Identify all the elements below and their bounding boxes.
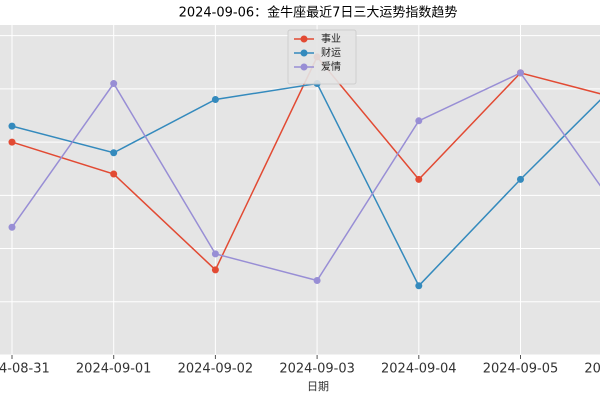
point: [517, 69, 524, 77]
x-tick-label: 2024-09-02: [178, 362, 254, 377]
chart-title: 2024-09-06：金牛座最近7日三大运势指数趋势: [179, 5, 458, 21]
point: [415, 117, 423, 125]
point: [211, 250, 219, 258]
point: [110, 80, 118, 88]
legend-label: 事业: [321, 32, 341, 45]
x-tick-label: 2024-09-03: [279, 362, 355, 377]
point: [8, 223, 16, 231]
point: [313, 276, 321, 284]
point: [211, 266, 219, 274]
legend-box: [287, 29, 357, 85]
x-tick-label: 2024-09-05: [483, 362, 559, 377]
point: [8, 122, 16, 130]
point: [415, 282, 423, 290]
legend-marker: [300, 35, 308, 43]
legend-marker: [300, 63, 308, 71]
x-tick-label: 2024-08-31: [0, 362, 50, 377]
point: [517, 175, 524, 183]
point: [110, 149, 118, 157]
point: [8, 138, 16, 146]
legend-marker: [300, 49, 308, 57]
x-tick-label: 2024-09-01: [76, 362, 152, 377]
point: [110, 170, 118, 178]
point: [415, 175, 423, 183]
point: [211, 96, 219, 104]
x-tick-label: 2024-09-04: [381, 362, 457, 377]
x-tick-label: 2024-09-06: [584, 362, 600, 377]
legend-label: 爱情: [321, 60, 341, 73]
legend-label: 财运: [321, 46, 341, 59]
x-axis-label: 日期: [307, 380, 329, 393]
